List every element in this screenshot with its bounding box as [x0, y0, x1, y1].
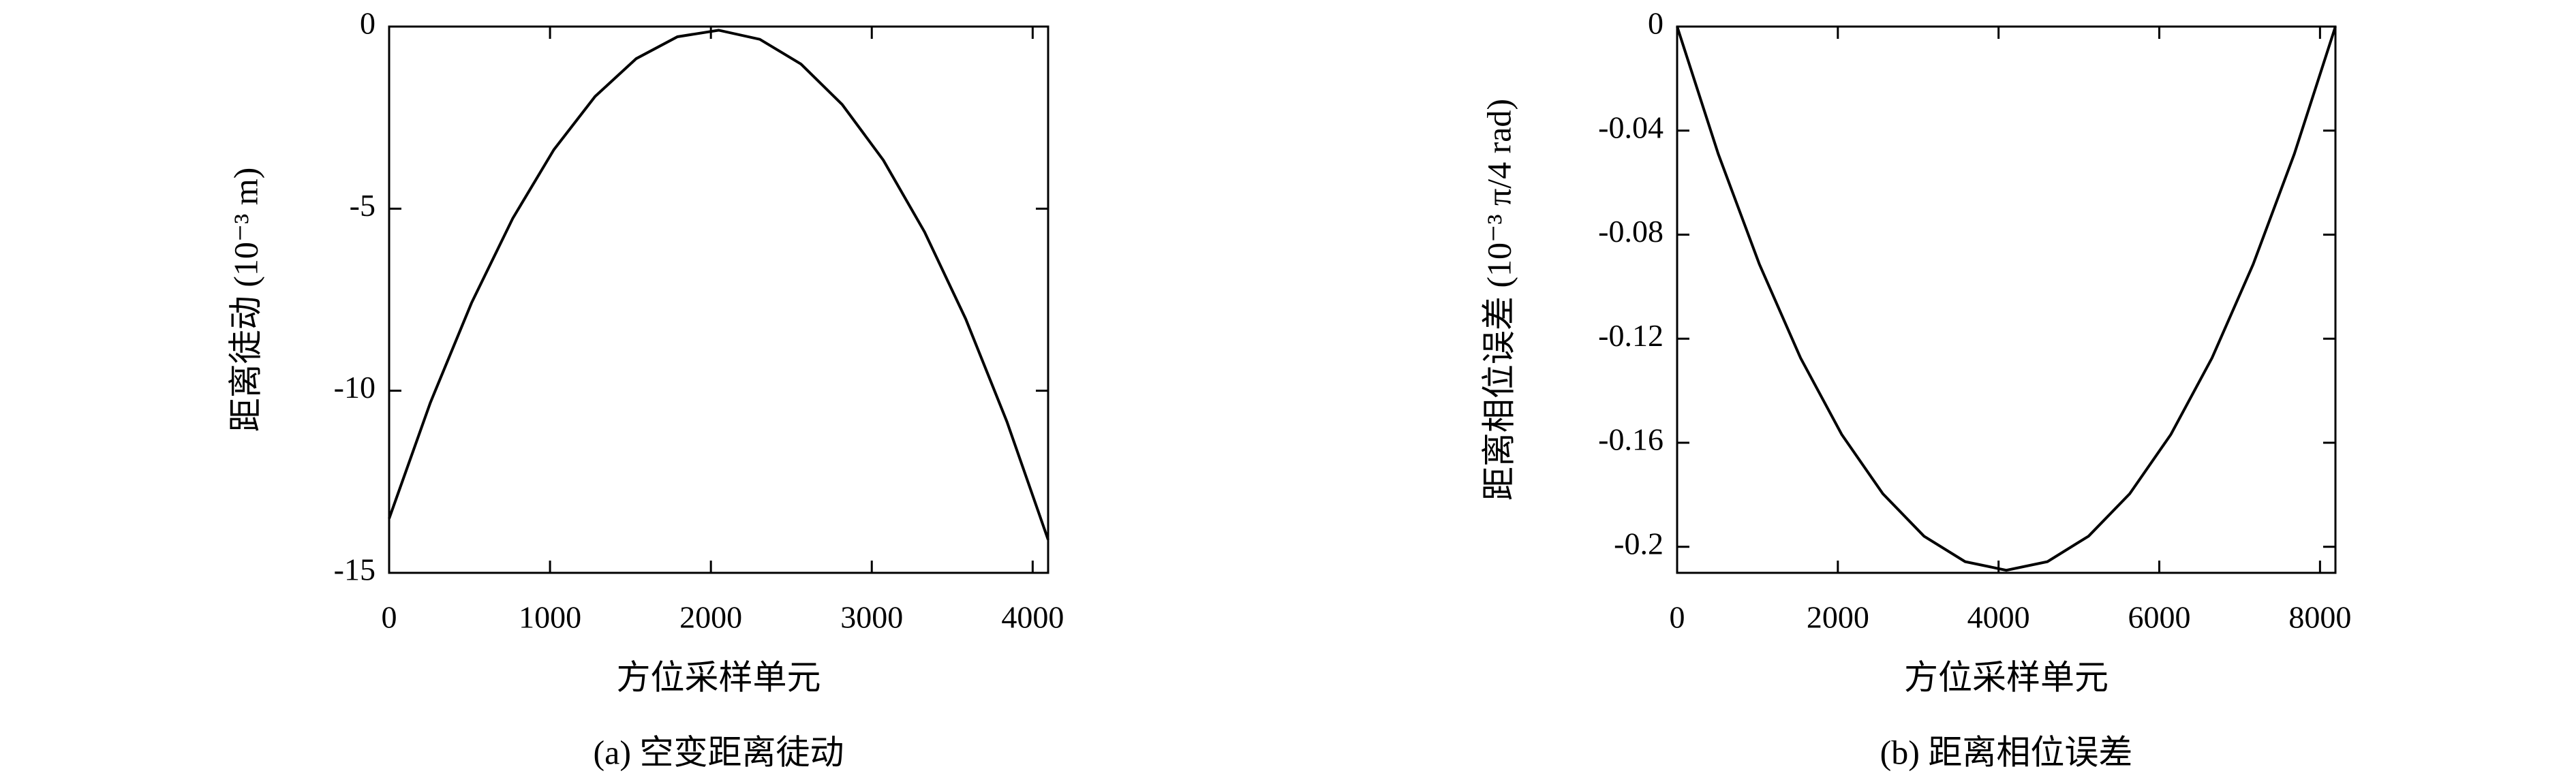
x-tick-label: 4000 [1001, 600, 1064, 635]
y-tick-label: -0.04 [1598, 110, 1663, 144]
x-tick-label: 2000 [1807, 600, 1869, 635]
data-line [1676, 26, 2337, 572]
y-axis-label: 距离相位误差 (10⁻³ π/4 rad) [1479, 99, 1518, 501]
x-tick-label: 8000 [2288, 600, 2351, 635]
x-axis-label: 方位采样单元 [617, 658, 821, 696]
plot-frame [388, 25, 1049, 574]
y-tick-label: -10 [334, 370, 375, 405]
caption: (a) 空变距离徒动 [594, 733, 844, 771]
y-tick-label: -0.16 [1598, 422, 1663, 457]
x-tick-label: 2000 [679, 600, 742, 635]
x-tick-label: 6000 [2128, 600, 2191, 635]
caption: (b) 距离相位误差 [1880, 733, 2133, 771]
y-tick-label: 0 [360, 6, 375, 41]
plot-frame [1676, 25, 2337, 574]
x-tick-label: 1000 [519, 600, 581, 635]
y-tick-label: -0.08 [1598, 214, 1663, 249]
x-tick-label: 3000 [840, 600, 903, 635]
y-axis-label: 距离徒动 (10⁻³ m) [226, 168, 264, 433]
data-line [388, 29, 1049, 541]
y-tick-label: -0.2 [1614, 526, 1663, 561]
x-tick-label: 0 [1670, 600, 1685, 635]
y-tick-label: -15 [334, 552, 375, 587]
y-tick-label: 0 [1648, 6, 1663, 41]
y-tick-label: -5 [350, 188, 375, 223]
x-tick-label: 0 [382, 600, 397, 635]
x-axis-label: 方位采样单元 [1904, 658, 2109, 696]
x-tick-label: 4000 [1967, 600, 2030, 635]
y-tick-label: -0.12 [1598, 318, 1663, 353]
